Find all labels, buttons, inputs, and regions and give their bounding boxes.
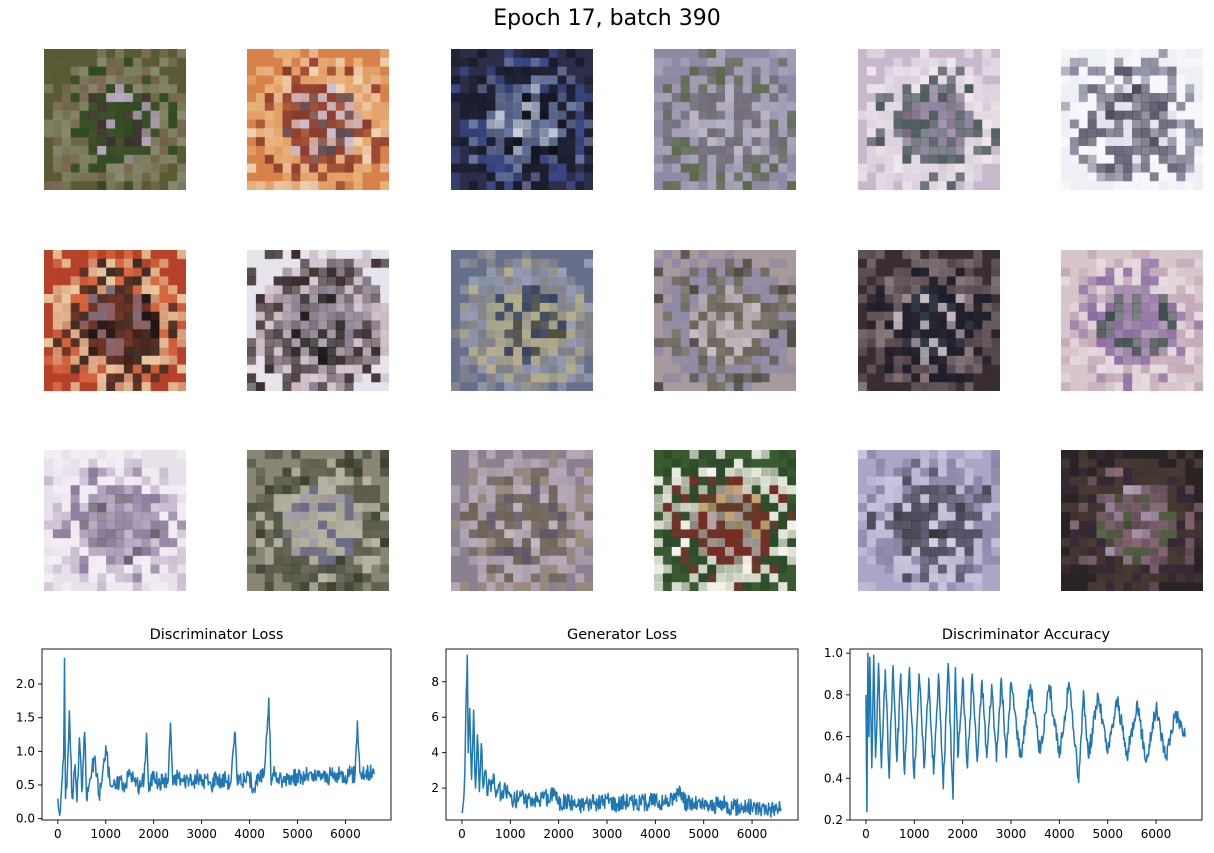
discriminator-loss-axes-frame — [41, 648, 392, 821]
generated-sample-image — [858, 250, 1000, 391]
generator-loss-x-tick-label: 1000 — [495, 827, 526, 841]
discriminator-accuracy-x-tick-label: 1000 — [899, 827, 930, 841]
discriminator-accuracy-axes-frame — [849, 648, 1203, 821]
generator-loss-plot: 0 1000 2000 3000 4000 5000 6000 2 4 6 8 — [431, 648, 799, 841]
discriminator-accuracy-series-line — [865, 652, 1186, 813]
generated-sample-image — [654, 450, 796, 591]
discriminator-loss-x-tick-label: 4000 — [234, 827, 265, 841]
generator-loss-y-tick-label: 8 — [431, 675, 439, 689]
generated-sample-image — [1061, 450, 1203, 591]
discriminator-loss-series-line — [57, 657, 375, 817]
generated-sample-image — [44, 250, 186, 391]
generator-loss-x-tick-label: 0 — [458, 827, 466, 841]
generator-loss-series-line — [461, 654, 782, 818]
discriminator-accuracy-x-tick-label: 4000 — [1044, 827, 1075, 841]
discriminator-accuracy-title: Discriminator Accuracy — [941, 627, 1111, 643]
discriminator-loss-x-tick-label: 5000 — [282, 827, 313, 841]
generator-loss-x-tick-label: 2000 — [543, 827, 574, 841]
discriminator-accuracy-y-tick-label: 0.6 — [824, 730, 843, 744]
discriminator-loss-y-tick-label: 1.0 — [16, 744, 35, 758]
discriminator-loss-y-tick-label: 0.0 — [16, 812, 35, 826]
generated-sample-image — [654, 49, 796, 190]
generator-loss-x-tick-label: 5000 — [688, 827, 719, 841]
generator-loss-y-tick-label: 2 — [431, 781, 439, 795]
discriminator-loss-x-tick-label: 1000 — [90, 827, 121, 841]
discriminator-loss-y-tick-label: 1.5 — [16, 711, 35, 725]
generator-loss-x-tick-label: 3000 — [592, 827, 623, 841]
generated-sample-image — [451, 450, 593, 591]
generated-sample-image — [247, 49, 389, 190]
generator-loss-title: Generator Loss — [566, 627, 678, 643]
generator-loss-x-tick-label: 6000 — [737, 827, 768, 841]
generated-sample-image — [247, 450, 389, 591]
generated-sample-image — [451, 250, 593, 391]
generated-sample-image — [44, 49, 186, 190]
generated-sample-image — [451, 49, 593, 190]
discriminator-loss-x-tick-label: 6000 — [330, 827, 361, 841]
discriminator-accuracy-x-tick-label: 0 — [862, 827, 870, 841]
generated-sample-image — [858, 450, 1000, 591]
discriminator-accuracy-y-tick-label: 1.0 — [824, 646, 843, 660]
generated-sample-image — [858, 49, 1000, 190]
discriminator-loss-plot: 0 1000 2000 3000 4000 5000 6000 0.0 0.5 1.0 1.5 2.0 — [16, 648, 392, 841]
generated-sample-image — [44, 450, 186, 591]
discriminator-loss-x-tick-label: 3000 — [186, 827, 217, 841]
generator-loss-y-tick-label: 4 — [431, 746, 439, 760]
generated-sample-image — [1061, 250, 1203, 391]
discriminator-accuracy-plot: 0 1000 2000 3000 4000 5000 6000 0.2 0.4 0.6 0.8 1.0 — [824, 646, 1203, 841]
generated-sample-image — [247, 250, 389, 391]
discriminator-accuracy-x-tick-label: 5000 — [1092, 827, 1123, 841]
discriminator-loss-y-tick-label: 0.5 — [16, 778, 35, 792]
generated-sample-image — [1061, 49, 1203, 190]
generator-loss-y-tick-label: 6 — [431, 710, 439, 724]
generator-loss-x-tick-label: 4000 — [640, 827, 671, 841]
discriminator-accuracy-x-tick-label: 3000 — [996, 827, 1027, 841]
discriminator-loss-x-tick-label: 2000 — [138, 827, 169, 841]
generator-loss-axes-frame — [445, 648, 799, 821]
discriminator-loss-y-tick-label: 2.0 — [16, 677, 35, 691]
discriminator-loss-title: Discriminator Loss — [149, 627, 284, 643]
generated-sample-image — [654, 250, 796, 391]
discriminator-accuracy-y-tick-label: 0.4 — [824, 771, 843, 785]
discriminator-loss-x-tick-label: 0 — [54, 827, 62, 841]
discriminator-accuracy-y-tick-label: 0.8 — [824, 688, 843, 702]
discriminator-accuracy-x-tick-label: 2000 — [947, 827, 978, 841]
figure-title: Epoch 17, batch 390 — [493, 6, 721, 31]
discriminator-accuracy-y-tick-label: 0.2 — [824, 813, 843, 827]
discriminator-accuracy-x-tick-label: 6000 — [1141, 827, 1172, 841]
